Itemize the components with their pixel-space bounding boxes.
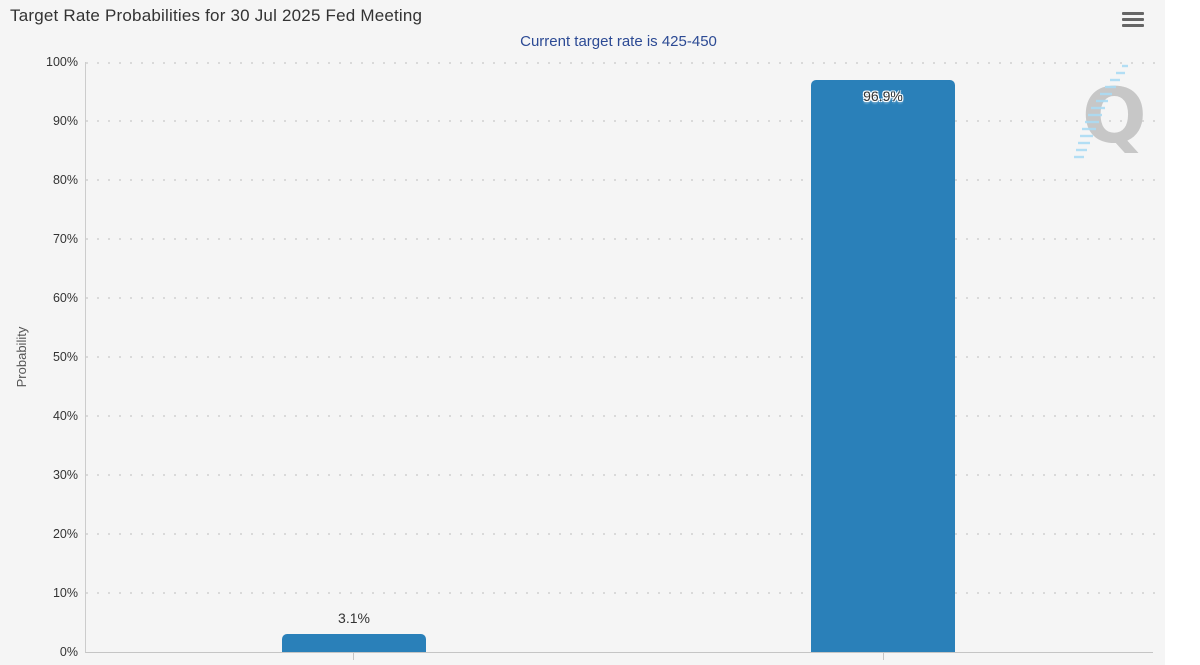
gridline (86, 297, 1161, 299)
ytick-label: 10% (52, 586, 78, 600)
ytick-label: 40% (52, 409, 78, 423)
gridline (86, 238, 1161, 240)
chart-context-menu-button[interactable] (1120, 7, 1146, 31)
probability-bar-high[interactable] (811, 80, 955, 652)
ytick-label: 0% (59, 645, 78, 659)
gridline (86, 356, 1161, 358)
gridline (86, 179, 1161, 181)
ytick-label: 30% (52, 468, 78, 482)
fedwatch-chart: Target Rate Probabilities for 30 Jul 202… (10, 6, 1161, 660)
ytick-label: 20% (52, 527, 78, 541)
probability-bar-low[interactable] (282, 633, 426, 652)
gridline (86, 415, 1161, 417)
ytick-label: 70% (52, 232, 78, 246)
ytick-label: 80% (52, 173, 78, 187)
gridline (86, 474, 1161, 476)
y-axis-title: Probability (14, 326, 29, 388)
ytick-label: 50% (52, 350, 78, 364)
watermark-lightning-dashes (1074, 64, 1128, 159)
chart-subtitle: Current target rate is 425-450 (520, 33, 717, 50)
chart-title: Target Rate Probabilities for 30 Jul 202… (10, 6, 423, 25)
gridline (86, 533, 1161, 535)
bar-value-label: 96.9% (863, 88, 903, 104)
gridline (86, 592, 1161, 594)
gridline (86, 120, 1161, 122)
ytick-label: 100% (46, 55, 78, 69)
ytick-label: 60% (52, 291, 78, 305)
ytick-label: 90% (52, 114, 78, 128)
x-axis-tick (353, 653, 354, 660)
quikstrike-watermark-logo: Q (1072, 62, 1147, 166)
plot-area: 3.1% 96.9% (85, 62, 1161, 653)
gridline (86, 62, 1161, 64)
x-axis-tick (883, 653, 884, 660)
bar-value-label: 3.1% (338, 610, 370, 626)
